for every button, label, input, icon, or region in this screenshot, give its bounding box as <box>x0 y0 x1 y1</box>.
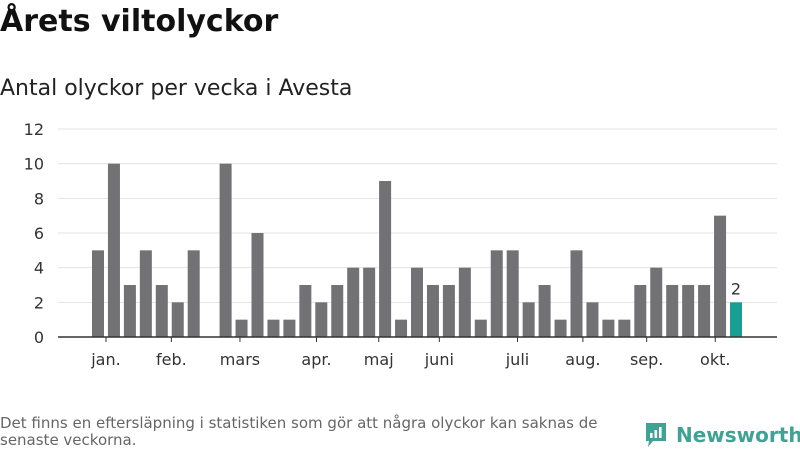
bar-week-38 <box>682 285 695 337</box>
y-tick-label-4: 4 <box>34 259 44 278</box>
y-tick-label-6: 6 <box>34 224 44 243</box>
bar-week-18 <box>363 267 376 337</box>
x-tick-label-sep.: sep. <box>630 350 663 369</box>
y-tick-label-2: 2 <box>34 293 44 312</box>
y-tick-label-12: 12 <box>24 120 44 139</box>
x-tick-label-okt.: okt. <box>700 350 730 369</box>
bar-week-29 <box>538 285 551 337</box>
newsworthy-logo: Newsworthy <box>644 420 800 450</box>
x-tick-label-juli: juli <box>505 350 529 369</box>
bar-week-39 <box>698 285 711 337</box>
bar-week-16 <box>331 285 344 337</box>
bar-week-21 <box>411 267 423 337</box>
bar-week-40 <box>714 215 727 337</box>
bar-week-32 <box>586 302 599 337</box>
bar-week-37 <box>666 285 679 337</box>
x-tick-label-maj: maj <box>364 350 394 369</box>
x-tick-label-apr.: apr. <box>301 350 331 369</box>
chart-subtitle: Antal olyckor per vecka i Avesta <box>0 76 353 101</box>
bar-week-25 <box>474 319 487 337</box>
bar-week-2 <box>107 163 120 337</box>
bar-week-4 <box>139 250 152 337</box>
bar-week-36 <box>650 267 663 337</box>
bar-week-31 <box>570 250 583 337</box>
bar-week-6 <box>171 302 184 337</box>
bar-week-11 <box>251 233 264 337</box>
bar-week-15 <box>315 302 328 337</box>
bar-week-5 <box>155 285 168 337</box>
bar-week-33 <box>602 319 615 337</box>
newsworthy-logo-icon <box>646 423 666 447</box>
bar-week-12 <box>267 319 280 337</box>
bar-week-28 <box>522 302 535 337</box>
footnote: Det finns en eftersläpning i statistiken… <box>0 414 598 449</box>
chart-title: Årets viltolyckor <box>0 4 279 39</box>
x-tick-label-feb.: feb. <box>156 350 187 369</box>
y-tick-label-10: 10 <box>24 155 44 174</box>
bar-week-34 <box>618 319 631 337</box>
bar-week-24 <box>458 267 471 337</box>
newsworthy-logo-text: Newsworthy <box>676 423 800 447</box>
y-tick-label-0: 0 <box>34 328 44 347</box>
x-tick-label-mars: mars <box>220 350 260 369</box>
bar-week-13 <box>283 319 296 337</box>
bar-week-7 <box>187 250 200 337</box>
bar-week-22 <box>426 285 439 337</box>
bar-week-35 <box>634 285 647 337</box>
bar-week-10 <box>235 319 248 337</box>
bar-week-19 <box>379 181 392 337</box>
bar-chart: 0 2 4 6 8 10 12 2 jan. feb. mars apr. maj juni juli aug… <box>24 120 777 369</box>
x-tick-label-jan.: jan. <box>90 350 120 369</box>
bar-week-23 <box>442 285 455 337</box>
bar-week-20 <box>395 319 408 337</box>
bar-week-26 <box>490 250 503 337</box>
bar-week-27 <box>506 250 519 337</box>
x-tick-label-juni: juni <box>424 350 454 369</box>
bar-week-14 <box>299 285 312 337</box>
bar-week-1 <box>92 250 104 337</box>
bar-week-3 <box>123 285 136 337</box>
bar-week-17 <box>347 267 360 337</box>
bar-week-41 <box>730 302 742 337</box>
y-tick-label-8: 8 <box>34 189 44 208</box>
bar-week-9 <box>219 163 232 337</box>
highlight-data-label: 2 <box>731 279 741 298</box>
bar-week-30 <box>554 319 567 337</box>
x-tick-label-aug.: aug. <box>565 350 600 369</box>
